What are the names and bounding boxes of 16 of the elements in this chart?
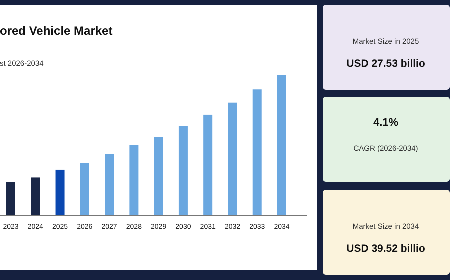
- bar: [252, 90, 262, 216]
- bar: [31, 178, 40, 216]
- bar: [56, 170, 65, 216]
- bar: [278, 75, 286, 216]
- bar: [105, 154, 114, 216]
- bar: [228, 102, 238, 216]
- bar: [154, 137, 164, 216]
- bar: [80, 163, 90, 216]
- text: USD 27.53 billio: [346, 58, 426, 70]
- chart-title: ored Vehicle Market: [0, 24, 113, 38]
- bar: [130, 145, 139, 216]
- bar: [204, 114, 213, 216]
- text: 4.1%: [373, 117, 399, 129]
- text: USD 39.52 billio: [346, 243, 426, 255]
- bar: [178, 126, 188, 216]
- bar: [6, 182, 16, 216]
